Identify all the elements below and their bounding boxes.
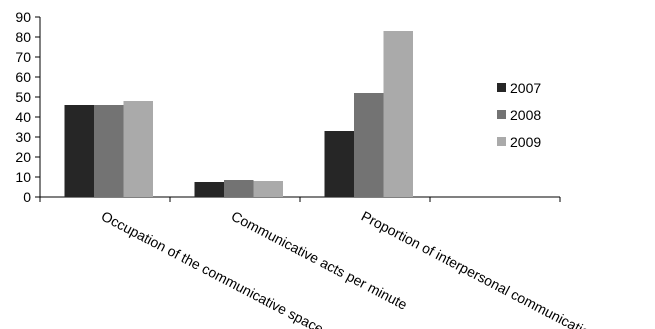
y-axis: 0 10 20 30 40 50 60 70 80 90 (15, 9, 41, 205)
bar-2009 (383, 31, 413, 197)
y-tick-label: 90 (15, 9, 31, 25)
legend-label-2009: 2009 (510, 134, 541, 150)
y-tick-label: 30 (15, 129, 31, 145)
y-tick-label: 40 (15, 109, 31, 125)
legend-label-2007: 2007 (510, 80, 541, 96)
bar-2009 (123, 101, 153, 197)
bar-2007 (324, 131, 354, 197)
bar-2008 (94, 105, 124, 197)
bar-2009 (253, 181, 283, 197)
x-category-label: Occupation of the communicative space (99, 208, 327, 329)
legend-label-2008: 2008 (510, 107, 541, 123)
legend-swatch-2008 (497, 110, 506, 119)
y-tick-label: 0 (23, 189, 31, 205)
bar-2007 (194, 182, 224, 197)
legend-swatch-2007 (497, 83, 506, 92)
y-tick-label: 50 (15, 89, 31, 105)
x-axis (39, 196, 561, 202)
x-category-label: Proportion of interpersonal communicatio… (359, 208, 600, 329)
legend-swatch-2009 (497, 137, 506, 146)
bar-2008 (224, 180, 254, 197)
legend: 2007 2008 2009 (497, 80, 541, 150)
y-tick-label: 70 (15, 49, 31, 65)
bar-2008 (354, 93, 384, 197)
category-labels: Occupation of the communicative spaceCom… (99, 208, 600, 329)
bar-2007 (64, 105, 94, 197)
bars (64, 31, 413, 197)
y-tick-label: 60 (15, 69, 31, 85)
y-tick-label: 10 (15, 169, 31, 185)
y-tick-label: 80 (15, 29, 31, 45)
y-tick-label: 20 (15, 149, 31, 165)
